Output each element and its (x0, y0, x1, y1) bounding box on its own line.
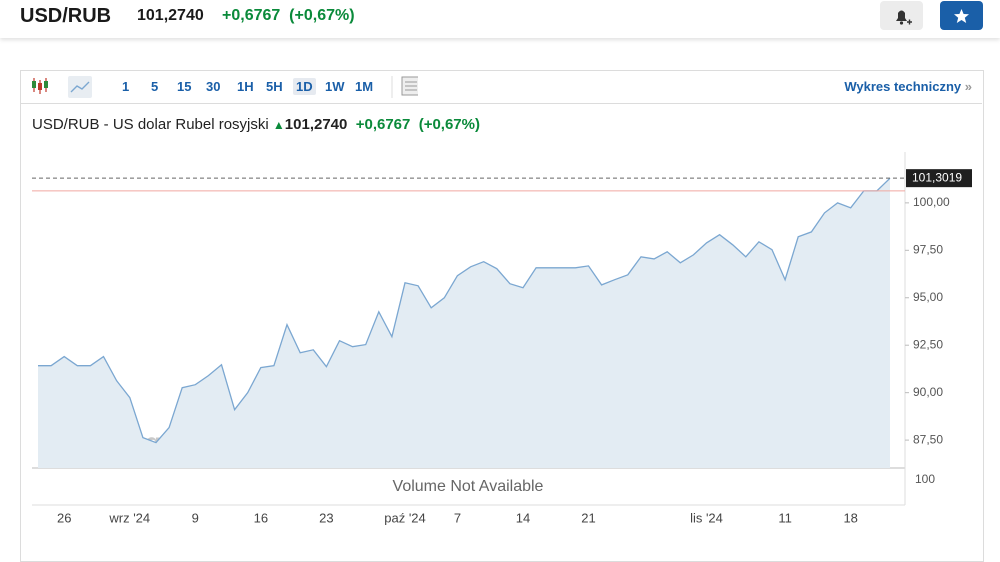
link-arrow: » (964, 79, 972, 94)
watchlist-button[interactable] (940, 1, 983, 30)
change: +0,6767 (+0,67%) (222, 7, 355, 25)
interval-button[interactable]: 5H (266, 79, 283, 94)
alert-button[interactable] (880, 1, 923, 30)
header: USD/RUB 101,2740 +0,6767 (+0,67%) (0, 0, 1000, 38)
interval-button[interactable]: 1M (355, 79, 374, 94)
interval-button[interactable]: 1W (325, 79, 345, 94)
bell-icon (896, 10, 912, 25)
technical-chart-link[interactable]: Wykres techniczny » (844, 79, 972, 94)
link-text: Wykres techniczny (844, 79, 962, 94)
separator-icon (391, 76, 418, 98)
change-pct: (+0,67%) (289, 7, 355, 24)
chart-change: +0,6767 (355, 116, 411, 133)
chart-title: USD/RUB - US dolar Rubel rosyjski (32, 116, 269, 133)
chart-type-icons (32, 76, 92, 98)
interval-button[interactable]: 1H (237, 79, 254, 94)
interval-button[interactable]: 5 (151, 79, 159, 94)
star-icon (954, 9, 969, 23)
price: 101,2740 (137, 7, 204, 24)
change-value: +0,6767 (222, 7, 281, 24)
chart-header: USD/RUB - US dolar Rubel rosyjski ▲101,2… (32, 116, 480, 133)
chart-change-pct: (+0,67%) (418, 116, 480, 133)
interval-button[interactable]: 15 (177, 79, 192, 94)
interval-button[interactable]: 1D (293, 78, 316, 95)
chart-container (20, 70, 984, 562)
symbol: USD/RUB (20, 5, 112, 27)
interval-button[interactable]: 1 (122, 79, 130, 94)
interval-button[interactable]: 30 (206, 79, 221, 94)
toolbar: Wykres techniczny » 1 5 15 30 1H 5H 1D 1W 1M (20, 70, 982, 104)
chart-price: 101,2740 (284, 116, 348, 133)
